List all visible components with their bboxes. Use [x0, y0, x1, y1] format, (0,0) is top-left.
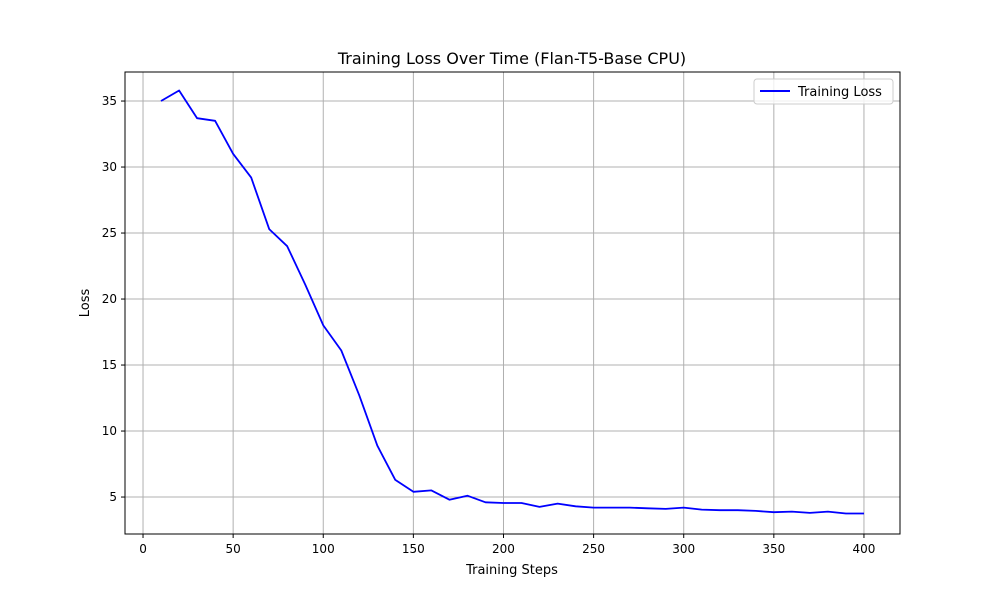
y-tick-label: 25 [102, 226, 117, 240]
y-tick-label: 20 [102, 292, 117, 306]
y-tick-label: 5 [109, 490, 117, 504]
x-tick-label: 50 [225, 542, 240, 556]
legend-label: Training Loss [797, 85, 882, 100]
x-tick-label: 400 [853, 542, 876, 556]
legend: Training Loss [753, 78, 894, 105]
y-tick-label: 30 [102, 160, 117, 174]
plot-series [160, 89, 864, 515]
chart-title: Training Loss Over Time (Flan-T5-Base CP… [337, 49, 686, 68]
x-tick-label: 250 [582, 542, 605, 556]
y-tick-label: 35 [102, 94, 117, 108]
grid-lines [125, 72, 900, 534]
x-axis-label: Training Steps [465, 563, 558, 578]
y-tick-label: 15 [102, 358, 117, 372]
x-tick-label: 100 [312, 542, 335, 556]
y-axis-ticks: 5 10 15 20 25 30 35 [102, 94, 125, 504]
x-tick-label: 300 [672, 542, 695, 556]
y-tick-label: 10 [102, 424, 117, 438]
x-tick-label: 350 [762, 542, 785, 556]
x-tick-label: 0 [139, 542, 147, 556]
legend-box [753, 78, 894, 105]
x-axis-ticks: 0 50 100 150 200 250 300 350 400 [139, 534, 875, 556]
y-axis-label: Loss [78, 289, 93, 318]
x-tick-label: 150 [402, 542, 425, 556]
series-line-training-loss [160, 89, 864, 515]
x-tick-label: 200 [492, 542, 515, 556]
plot-frame [124, 71, 901, 535]
